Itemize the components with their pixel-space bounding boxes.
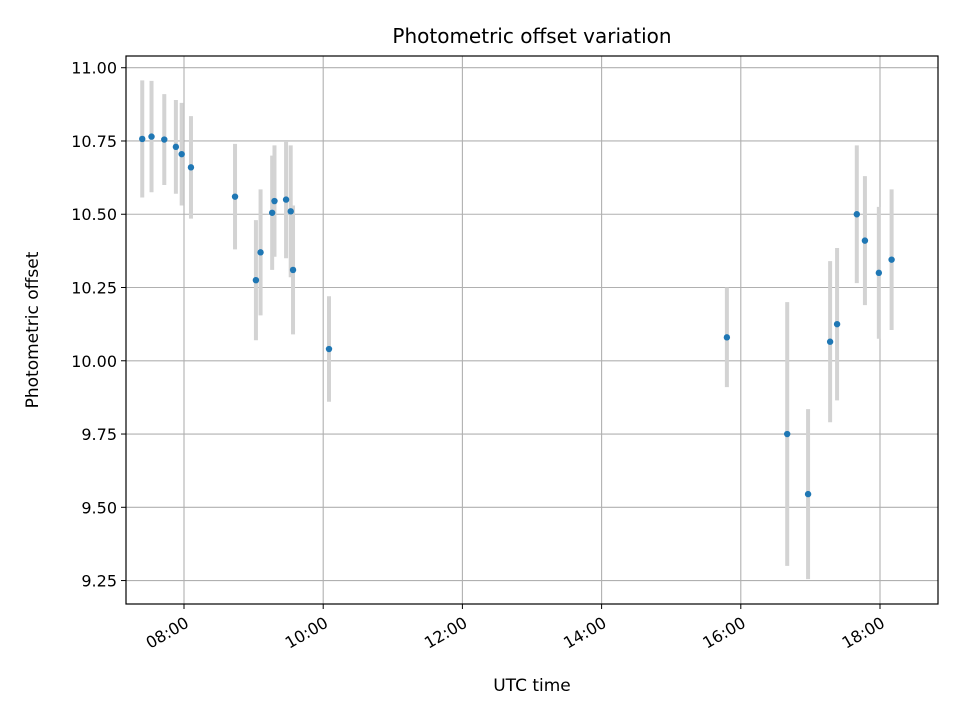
error-bars	[140, 80, 894, 580]
x-tick-label: 08:00	[143, 613, 192, 653]
data-point	[178, 150, 185, 158]
y-axis: 9.25 9.50 9.75 10.00 10.25 10.50 10.75 11.00	[71, 59, 126, 591]
data-point	[161, 136, 168, 143]
data-point	[826, 338, 834, 345]
x-tick-label: 18:00	[839, 613, 888, 653]
data-point	[287, 208, 294, 215]
y-tick-label: 10.75	[71, 132, 117, 151]
data-point	[833, 320, 841, 328]
y-tick-label: 9.75	[81, 425, 117, 444]
grid	[126, 56, 938, 604]
y-axis-label: Photometric offset	[23, 251, 43, 408]
x-axis-label: UTC time	[493, 676, 571, 696]
data-point	[804, 490, 812, 498]
y-tick-label: 10.00	[71, 352, 117, 371]
data-point	[723, 334, 731, 341]
data-point	[875, 269, 883, 277]
data-point	[231, 193, 239, 200]
y-tick-label: 10.25	[71, 279, 117, 298]
y-tick-label: 9.50	[81, 498, 117, 517]
data-points	[139, 133, 895, 498]
data-point	[268, 209, 276, 216]
x-tick-label: 12:00	[421, 613, 470, 653]
data-point	[289, 266, 297, 274]
data-point	[257, 249, 264, 256]
y-tick-label: 10.50	[71, 205, 117, 224]
x-tick-label: 10:00	[282, 613, 331, 653]
data-point	[282, 196, 290, 203]
data-point	[853, 211, 860, 218]
x-axis: 08:00 10:00 12:00 14:00 16:00 18:00	[143, 604, 888, 653]
y-tick-label: 9.25	[81, 572, 117, 591]
data-point	[139, 135, 146, 143]
data-point	[252, 276, 260, 284]
x-tick-label: 16:00	[699, 613, 748, 653]
data-point	[784, 430, 791, 438]
data-point	[148, 133, 155, 140]
y-tick-label: 11.00	[71, 59, 117, 78]
data-point	[888, 256, 895, 263]
data-point	[187, 164, 195, 171]
data-point	[325, 345, 333, 353]
data-point	[861, 237, 869, 244]
plot-frame	[125, 55, 939, 605]
chart-title: Photometric offset variation	[392, 24, 671, 48]
data-point	[271, 197, 278, 205]
data-point	[172, 143, 180, 151]
x-tick-label: 14:00	[560, 613, 609, 653]
